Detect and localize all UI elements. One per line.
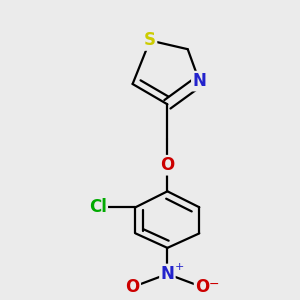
Text: O: O: [125, 278, 140, 296]
Text: S: S: [144, 32, 156, 50]
Text: Cl: Cl: [89, 198, 107, 216]
Text: O: O: [160, 156, 175, 174]
Text: O: O: [195, 278, 209, 296]
Text: N: N: [192, 72, 206, 90]
Text: N: N: [160, 265, 174, 283]
Text: −: −: [208, 278, 219, 291]
Text: +: +: [174, 262, 184, 272]
